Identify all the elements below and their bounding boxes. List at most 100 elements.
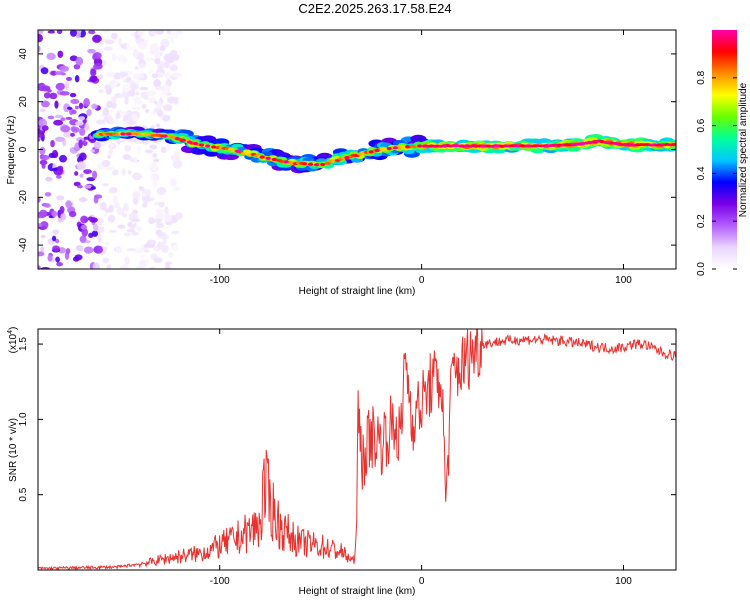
noise-blob [111, 96, 117, 104]
ridge-peak [526, 144, 532, 148]
noise-blob [38, 133, 44, 138]
ridge-peak [271, 157, 277, 162]
noise-blob [107, 154, 112, 159]
ridge-peak [459, 144, 465, 148]
noise-blob [39, 146, 46, 155]
noise-blob [162, 104, 173, 112]
noise-blob [74, 75, 80, 83]
ridge-peak [616, 142, 622, 146]
noise-blob [115, 245, 123, 254]
noise-blob [136, 145, 142, 155]
colorbar: 0.0 0.2 0.4 0.6 0.8 Normalized spectral ampl… [696, 30, 749, 276]
noise-blob [46, 52, 56, 61]
noise-blob [109, 142, 115, 149]
noise-blob [104, 39, 115, 45]
ridge-peak [532, 144, 538, 148]
noise-blob [74, 171, 79, 176]
noise-blob [99, 40, 104, 45]
noise-blob [122, 55, 127, 64]
noise-blob [104, 240, 110, 245]
noise-blob [126, 109, 133, 117]
noise-blob [69, 92, 77, 98]
noise-blob [48, 152, 56, 159]
noise-blob [80, 224, 88, 230]
noise-blob [89, 75, 98, 83]
ridge-peak [465, 144, 471, 148]
noise-blob [56, 195, 65, 201]
noise-blob [161, 84, 171, 94]
noise-blob [93, 195, 99, 204]
colorbar-tick-label: 0.0 [696, 262, 707, 276]
noise-blob [171, 244, 179, 252]
noise-blob [141, 202, 148, 208]
noise-blob [40, 266, 50, 269]
noise-blob [109, 187, 118, 194]
noise-blob [118, 37, 123, 46]
noise-blob [145, 109, 150, 113]
ridge-peak [404, 145, 410, 149]
bottom-y-scale-label: (x104) [7, 327, 19, 354]
ridge-peak [429, 144, 435, 148]
noise-blob [155, 208, 165, 214]
ridge-peak [192, 142, 198, 146]
noise-blob [69, 30, 77, 37]
bottom-y-axis-label: SNR (10 * v/v) [8, 418, 19, 482]
ridge-peak [308, 162, 314, 166]
ridge-peak [120, 132, 126, 136]
noise-blob [88, 30, 96, 35]
noise-blob [75, 120, 84, 126]
noise-blob [74, 105, 79, 110]
noise-blob [153, 257, 163, 263]
noise-blob [104, 84, 111, 90]
noise-blob [91, 230, 99, 237]
noise-blob [54, 100, 59, 109]
noise-blob [57, 50, 64, 58]
ridge-cell [324, 161, 331, 165]
noise-blob [147, 239, 157, 245]
noise-blob [154, 201, 160, 206]
y-tick-label: 0 [18, 146, 29, 152]
noise-blob [124, 256, 130, 266]
noise-blob [112, 169, 119, 176]
noise-blob [110, 101, 117, 109]
x-tick-label: -100 [210, 275, 230, 286]
noise-blob [131, 231, 139, 236]
noise-blob [154, 57, 161, 65]
ridge-peak [374, 148, 380, 153]
noise-blob [172, 159, 183, 169]
y-tick-label: 40 [18, 48, 29, 60]
noise-blob [55, 256, 61, 263]
noise-blob [59, 206, 65, 214]
noise-blob [108, 148, 114, 155]
noise-blob [141, 103, 147, 109]
noise-blob [170, 177, 178, 187]
noise-blob [51, 210, 58, 218]
noise-blob [139, 86, 149, 91]
noise-blob [65, 200, 72, 209]
snr-panel: -100 0 100 0.5 1.0 1.5 Height of straight li… [7, 327, 677, 597]
noise-blob [55, 238, 60, 244]
y-tick-label: -20 [18, 190, 29, 205]
noise-blob [50, 70, 57, 76]
noise-blob [121, 84, 131, 93]
noise-blob [146, 90, 157, 97]
noise-blob [51, 167, 58, 172]
noise-blob [155, 30, 165, 35]
colorbar-tick-label: 0.6 [696, 118, 707, 132]
noise-blob [91, 103, 98, 110]
chart-title: C2E2.2025.263.17.58.E24 [298, 1, 452, 16]
noise-blob [95, 119, 106, 125]
noise-blob [97, 226, 105, 233]
ridge-peak [199, 143, 205, 147]
noise-blob [133, 156, 138, 163]
noise-blob [131, 218, 141, 223]
noise-blob [40, 246, 45, 253]
noise-blob [142, 193, 147, 197]
ridge-peak [205, 144, 211, 148]
noise-blob [144, 149, 153, 154]
ridge-peak [417, 144, 423, 148]
ridge-peak [180, 138, 186, 142]
x-tick-label: 0 [419, 275, 425, 286]
noise-blob [111, 32, 118, 40]
noise-blob [70, 132, 75, 137]
